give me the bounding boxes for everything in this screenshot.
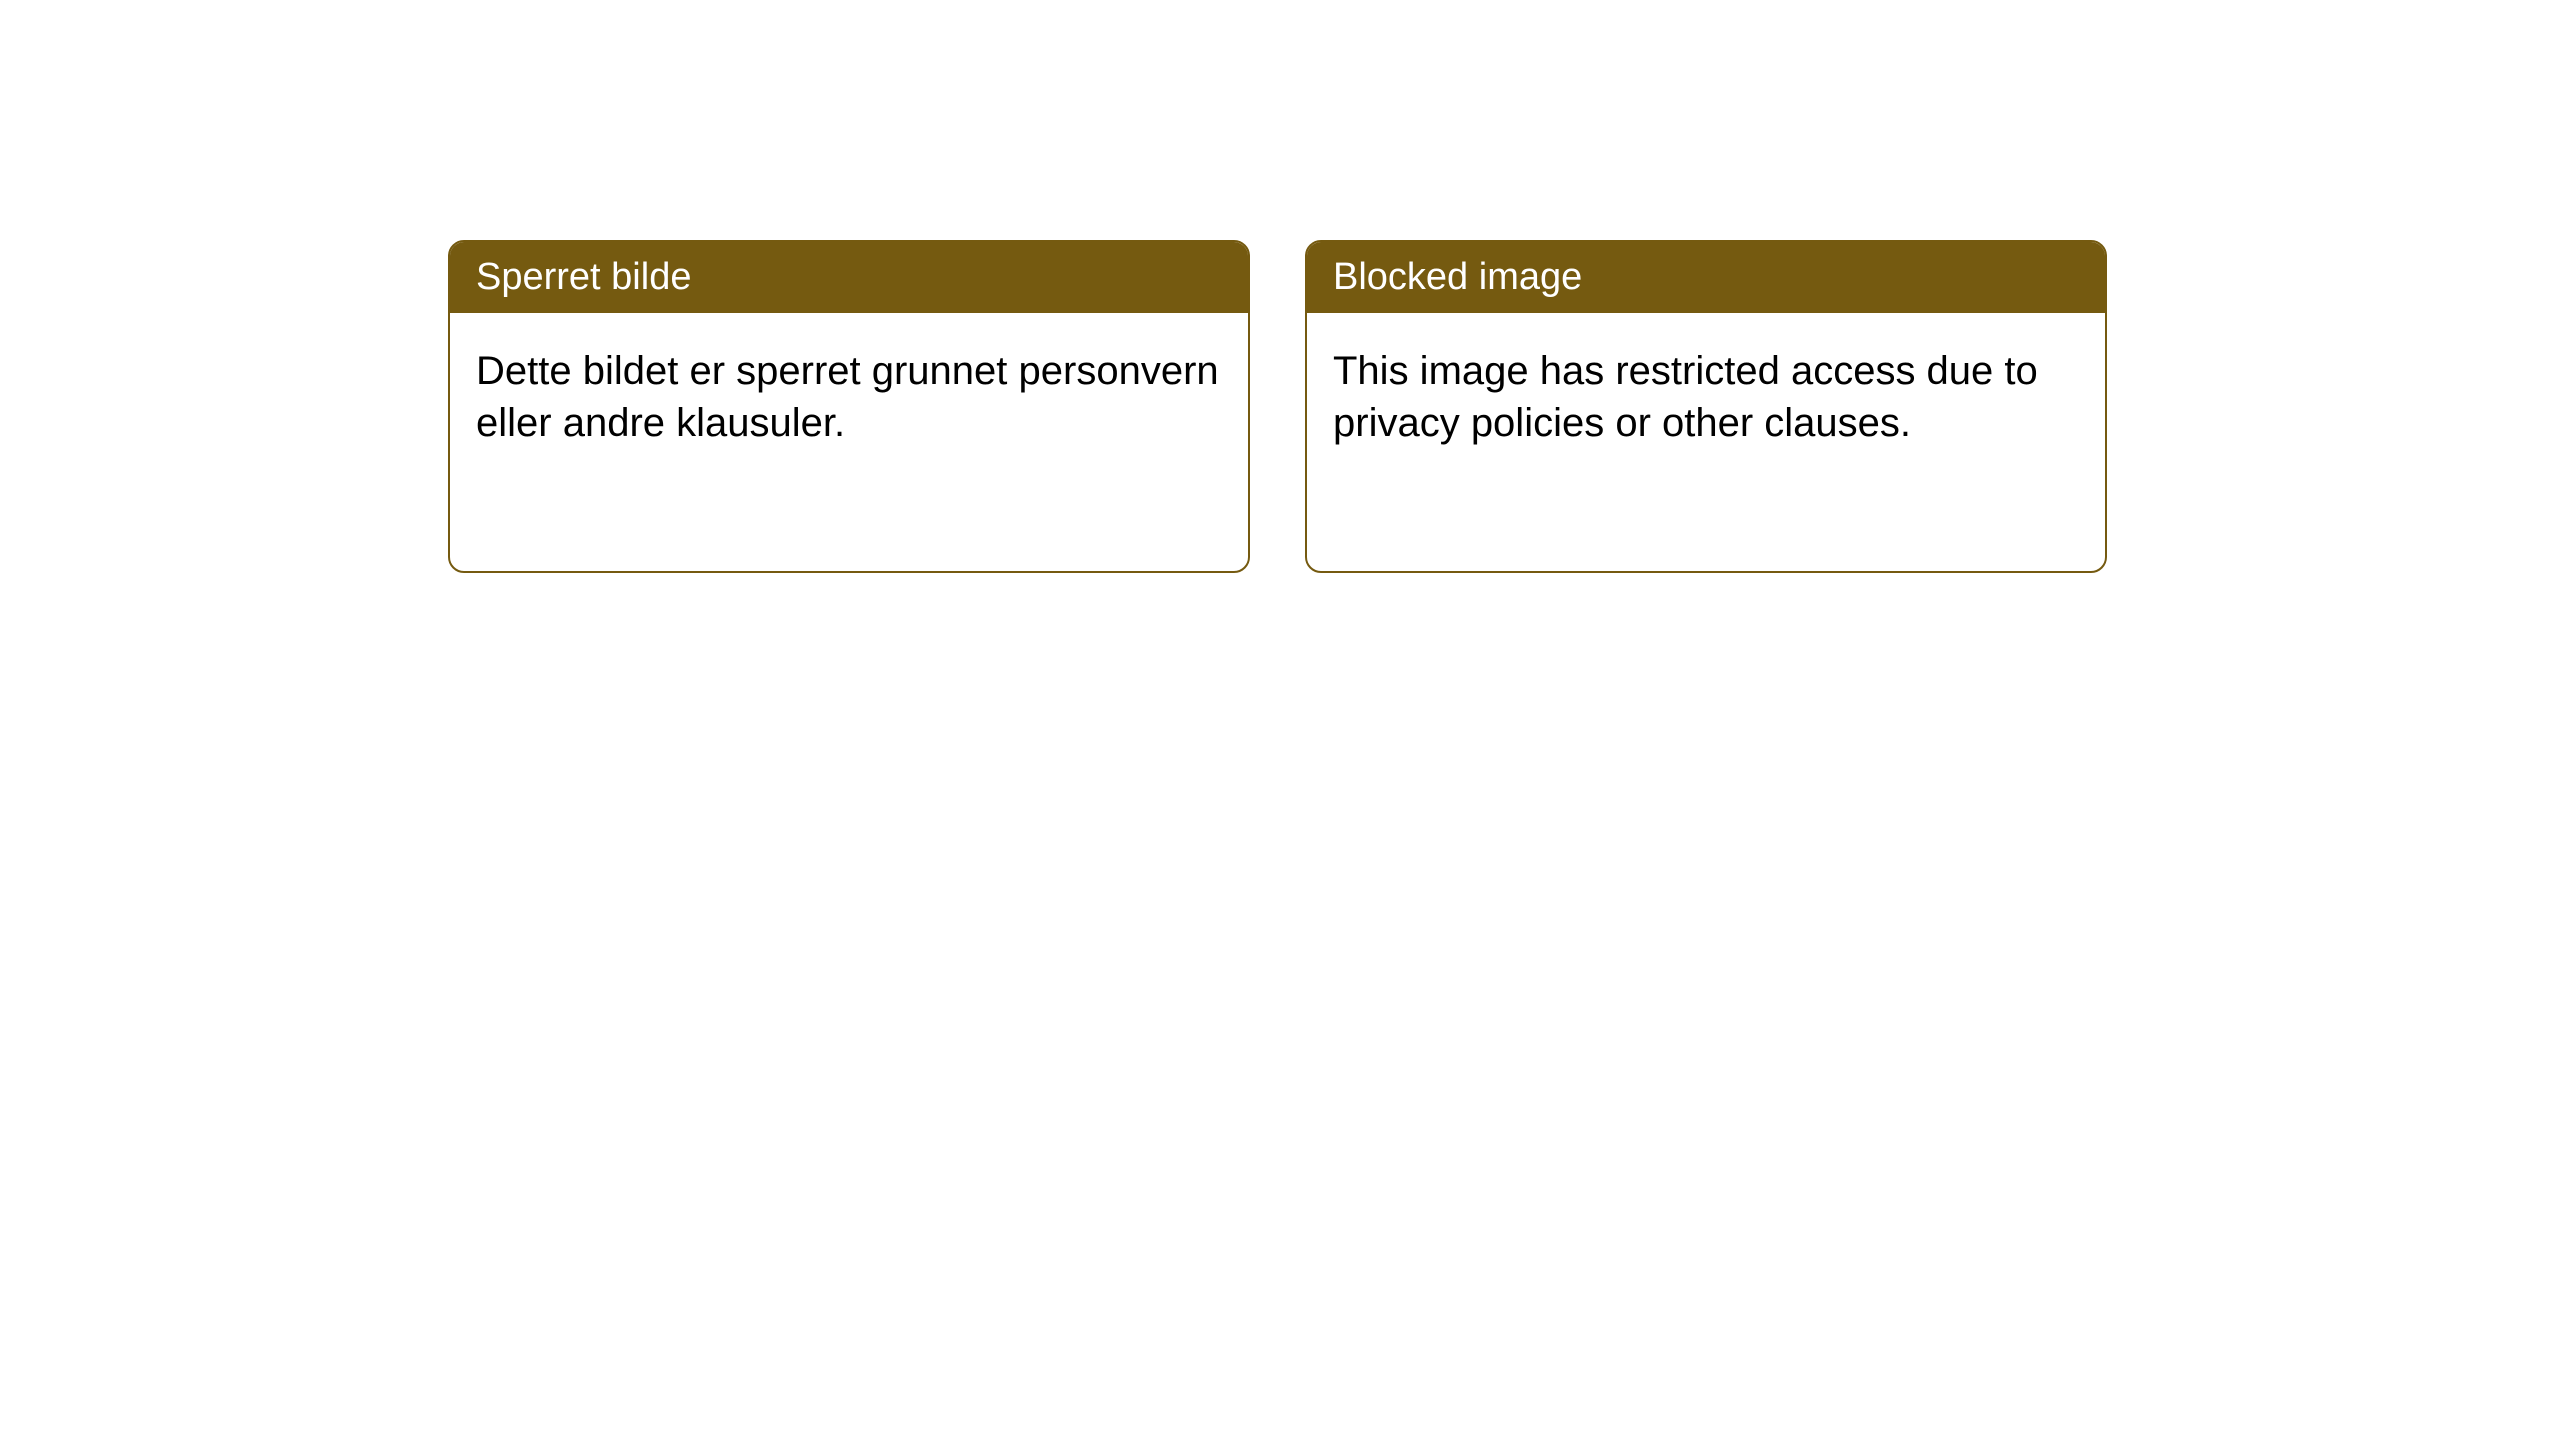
card-body: Dette bildet er sperret grunnet personve… <box>450 313 1248 481</box>
card-header: Sperret bilde <box>450 242 1248 313</box>
card-message: Dette bildet er sperret grunnet personve… <box>476 349 1219 445</box>
notice-card-english: Blocked image This image has restricted … <box>1305 240 2107 573</box>
card-message: This image has restricted access due to … <box>1333 349 2038 445</box>
card-title: Blocked image <box>1333 256 1582 298</box>
card-title: Sperret bilde <box>476 256 691 298</box>
card-header: Blocked image <box>1307 242 2105 313</box>
notice-card-norwegian: Sperret bilde Dette bildet er sperret gr… <box>448 240 1250 573</box>
card-body: This image has restricted access due to … <box>1307 313 2105 481</box>
notice-cards-container: Sperret bilde Dette bildet er sperret gr… <box>448 240 2107 573</box>
